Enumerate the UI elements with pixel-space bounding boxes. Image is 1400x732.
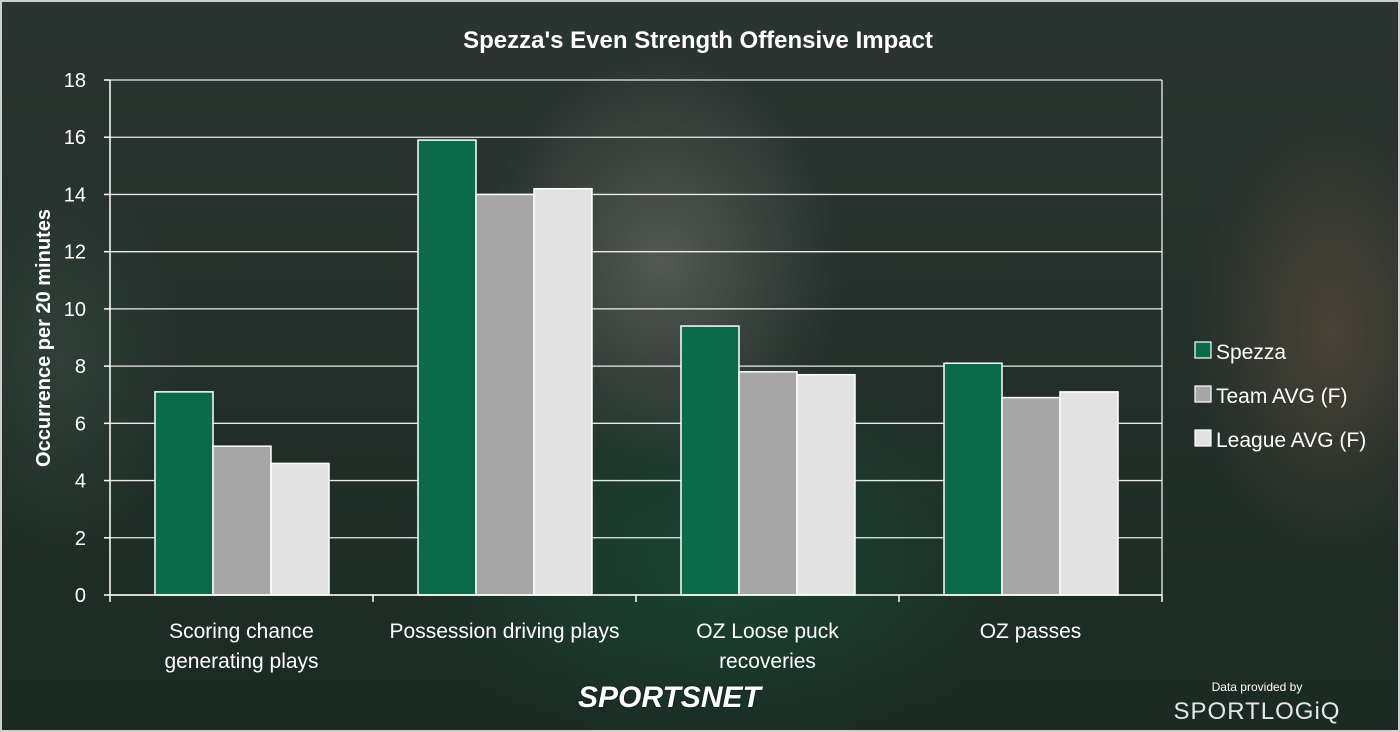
x-category-label-line: OZ Loose puck [696,620,839,643]
legend: Spezza Team AVG (F) League AVG (F) [1194,341,1366,452]
y-tick-label: 10 [64,299,86,321]
x-category-label: Possession driving plays [390,620,620,643]
data-credit: Data provided by SPORTLOGiQ [1172,680,1342,726]
x-axis-categories: Scoring chance generating plays Possession… [164,620,1081,673]
bar-spezza-3 [943,362,1003,596]
chart-title: Spezza's Even Strength Offensive Impact [463,27,933,54]
axes [104,79,1163,602]
bar-league-avg-f-2 [796,373,856,596]
x-category-label: OZ passes [980,620,1082,643]
y-tick-label: 12 [64,242,86,264]
y-tick-label: 6 [75,413,86,435]
y-tick-label: 16 [64,127,86,149]
bar-team-avg-f-0 [212,445,272,596]
x-category-label: Scoring chance generating plays [164,620,318,673]
y-tick-label: 2 [75,528,86,550]
sportsnet-logo: SPORTSNET [578,681,761,714]
x-category-label-line: generating plays [164,650,318,673]
x-category-label-line: recoveries [719,650,816,673]
legend-label: League AVG (F) [1216,429,1366,452]
bar-league-avg-f-0 [270,462,330,596]
bar-team-avg-f-2 [738,371,798,596]
credit-label: Data provided by [1211,680,1303,694]
sportlogiq-logo: SPORTLOGiQ [1173,698,1341,725]
y-tick-label: 8 [75,356,86,378]
y-axis-label: Occurrence per 20 minutes [33,209,55,467]
bars [154,139,1119,596]
y-tick-label: 14 [64,184,86,206]
legend-label: Team AVG (F) [1216,385,1347,408]
bar-spezza-0 [154,391,214,596]
legend-swatch [1194,341,1212,359]
legend-label: Spezza [1216,341,1286,364]
y-tick-label: 18 [64,70,86,92]
x-category-label-line: OZ passes [980,620,1082,643]
y-tick-label: 0 [75,585,86,607]
bar-league-avg-f-1 [533,187,593,596]
bar-team-avg-f-3 [1001,396,1061,596]
bar-team-avg-f-1 [475,193,535,596]
legend-swatch [1194,429,1212,447]
bar-spezza-2 [680,325,740,596]
legend-swatch [1194,385,1212,403]
x-category-label-line: Possession driving plays [390,620,620,643]
x-category-label-line: Scoring chance [169,620,314,643]
y-tick-label: 4 [75,471,86,493]
y-axis-ticks: 0 2 4 6 8 10 12 14 16 18 [64,70,86,607]
x-category-label: OZ Loose puck recoveries [696,620,839,673]
bar-spezza-1 [417,139,477,596]
bar-league-avg-f-3 [1059,391,1119,596]
